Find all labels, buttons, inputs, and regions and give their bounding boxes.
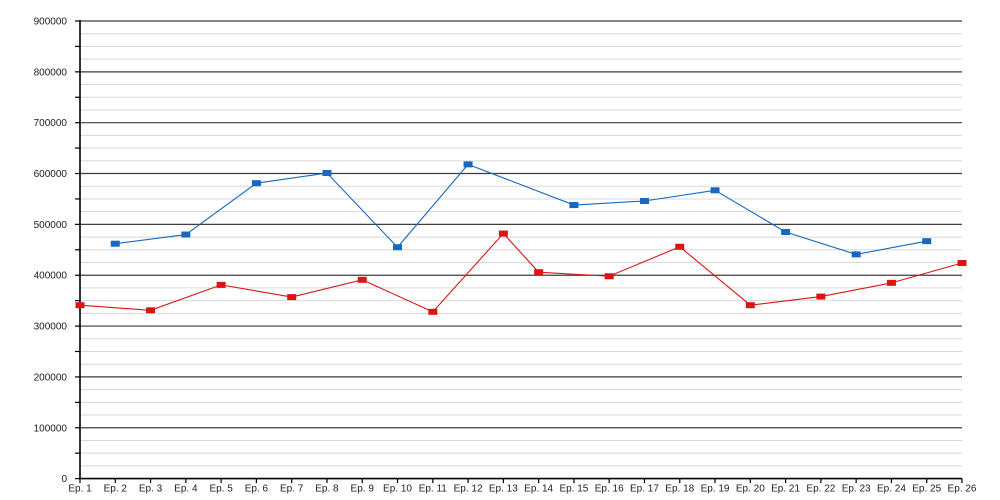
series-blue-marker: [322, 170, 332, 177]
y-axis-label: 700000: [34, 118, 68, 129]
x-axis-label: Ep. 18: [665, 484, 694, 495]
series-red-marker: [745, 302, 755, 309]
series-blue-marker: [851, 251, 861, 258]
series-red-marker: [75, 302, 85, 309]
x-axis-label: Ep. 24: [877, 484, 906, 495]
x-axis-label: Ep. 17: [630, 484, 659, 495]
series-red-marker: [886, 279, 896, 286]
series-red-marker: [428, 308, 438, 315]
y-axis-label: 800000: [34, 67, 68, 78]
series-red-marker: [534, 269, 544, 276]
x-axis-label: Ep. 4: [174, 484, 198, 495]
series-blue-marker: [463, 161, 473, 168]
series-red-marker: [146, 307, 156, 314]
series-red-marker: [604, 273, 614, 280]
y-axis-label: 500000: [34, 220, 68, 231]
x-axis-label: Ep. 19: [701, 484, 730, 495]
series-blue-marker: [251, 180, 261, 187]
series-blue-marker: [569, 202, 579, 209]
series-blue-marker: [639, 197, 649, 204]
series-blue-marker: [710, 187, 720, 194]
series-blue-marker: [393, 244, 403, 251]
x-axis-label: Ep. 16: [595, 484, 624, 495]
x-axis-label: Ep. 7: [280, 484, 304, 495]
x-axis-label: Ep. 10: [383, 484, 412, 495]
series-blue-marker: [110, 240, 120, 247]
y-axis-label: 900000: [34, 17, 68, 28]
y-axis-label: 100000: [34, 423, 68, 434]
y-axis-label: 0: [61, 474, 67, 485]
series-red-marker: [816, 293, 826, 300]
y-axis-label: 200000: [34, 372, 68, 383]
x-axis-label: Ep. 15: [559, 484, 588, 495]
x-axis-label: Ep. 25: [912, 484, 941, 495]
series-red-marker: [287, 294, 297, 301]
series-red-marker: [957, 260, 967, 267]
x-axis-label: Ep. 20: [736, 484, 765, 495]
x-axis-label: Ep. 13: [489, 484, 518, 495]
x-axis-label: Ep. 23: [842, 484, 871, 495]
x-axis-label: Ep. 12: [454, 484, 483, 495]
x-axis-label: Ep. 11: [419, 484, 448, 495]
series-red-marker: [357, 276, 367, 283]
series-blue-marker: [181, 231, 191, 238]
y-axis-label: 300000: [34, 322, 68, 333]
y-axis-label: 600000: [34, 169, 68, 180]
x-axis-label: Ep. 1: [68, 484, 92, 495]
x-axis-label: Ep. 3: [139, 484, 163, 495]
x-axis-label: Ep. 9: [351, 484, 375, 495]
series-blue-marker: [781, 229, 791, 236]
series-red-line: [79, 232, 963, 313]
series-red-marker: [675, 243, 685, 250]
x-axis-label: Ep. 8: [315, 484, 339, 495]
series-blue-marker: [922, 238, 932, 245]
x-axis-label: Ep. 14: [524, 484, 553, 495]
series-red-marker: [498, 230, 508, 237]
series-blue-line: [115, 163, 927, 255]
x-axis-label: Ep. 5: [209, 484, 233, 495]
x-axis-label: Ep. 26: [948, 484, 977, 495]
x-axis-label: Ep. 6: [245, 484, 269, 495]
y-axis-label: 400000: [34, 271, 68, 282]
x-axis-label: Ep. 21: [771, 484, 800, 495]
series-red-marker: [216, 281, 226, 288]
x-axis-label: Ep. 22: [806, 484, 835, 495]
x-axis-label: Ep. 2: [104, 484, 128, 495]
